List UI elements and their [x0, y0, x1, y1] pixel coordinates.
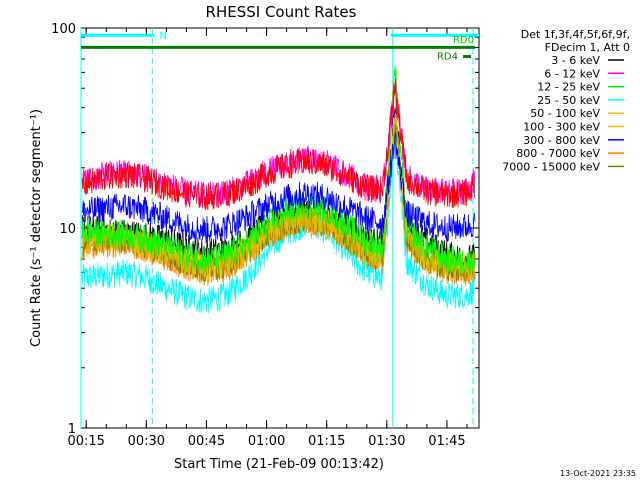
flag-label-n: N	[159, 31, 166, 42]
x-tick-label: 01:45	[428, 434, 465, 449]
y-axis-label: Count Rate (s⁻¹ detector segment⁻¹)	[29, 109, 44, 347]
footer-date: 13-Oct-2021 23:35	[560, 469, 636, 478]
legend-entry-label: 50 - 100 keV	[530, 107, 600, 120]
legend-title-line: FDecim 1, Att 0	[545, 41, 630, 54]
legend: Det 1f,3f,4f,5f,6f,9f,FDecim 1, Att 03 -…	[502, 28, 630, 173]
legend-entry-label: 300 - 800 keV	[523, 134, 600, 147]
x-tick-label: 01:30	[368, 434, 405, 449]
x-axis-label: Start Time (21-Feb-09 00:13:42)	[174, 457, 384, 472]
flag-label-rd0: RD0	[453, 35, 474, 46]
x-tick-label: 00:45	[188, 434, 225, 449]
y-tick-label: 100	[51, 22, 76, 37]
legend-entry-label: 800 - 7000 keV	[516, 147, 600, 160]
legend-entry-label: 7000 - 15000 keV	[502, 160, 600, 173]
legend-entry-label: 100 - 300 keV	[523, 121, 600, 134]
y-tick-label: 1	[68, 422, 76, 437]
series-line	[81, 112, 476, 280]
x-tick-label: 00:15	[67, 434, 104, 449]
y-tick-label: 10	[59, 222, 76, 237]
flag-label-rd4: RD4	[437, 52, 458, 63]
x-tick-label: 01:15	[308, 434, 345, 449]
legend-entry-label: 6 - 12 keV	[544, 67, 600, 80]
chart-title: RHESSI Count Rates	[206, 3, 357, 21]
series-line	[81, 65, 476, 276]
legend-entry-label: 25 - 50 keV	[537, 94, 600, 107]
x-tick-label: 00:30	[128, 434, 165, 449]
legend-title-line: Det 1f,3f,4f,5f,6f,9f,	[521, 28, 630, 41]
series-line	[81, 78, 476, 211]
x-tick-label: 01:00	[248, 434, 285, 449]
series-line	[81, 132, 476, 243]
plot-area: 1 10 100 00:15 00:30 00:45 01:00 01:15 01:30 01:4…	[51, 22, 480, 449]
legend-entry-label: 12 - 25 keV	[537, 81, 600, 94]
legend-entry-label: 3 - 6 keV	[551, 54, 600, 67]
series-line	[81, 133, 476, 314]
